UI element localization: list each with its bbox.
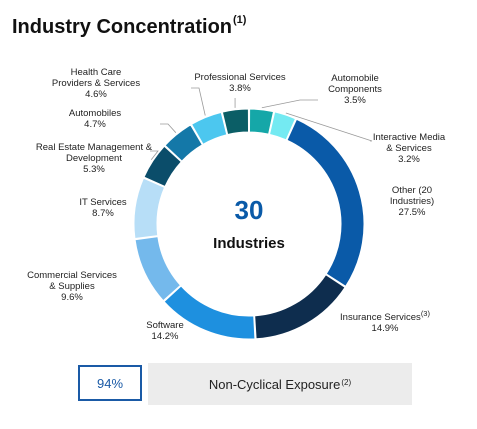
slice-health-care-providers-services	[190, 111, 228, 145]
slice-automobiles	[164, 124, 203, 162]
leader-automobile-components	[261, 99, 318, 109]
donut-slices	[133, 108, 365, 340]
slice-label-other-20-industries: Other (20 Industries) 27.5%	[390, 185, 434, 218]
exposure-footnote: (2)	[341, 377, 352, 387]
slice-interactive-media-services	[268, 111, 297, 141]
slice-label-professional-services: Professional Services 3.8%	[194, 72, 286, 94]
slice-software	[163, 285, 256, 340]
slice-label-insurance-services: Insurance Services(3) 14.9%	[340, 309, 430, 334]
leader-health-care-providers-services	[191, 87, 206, 116]
slice-insurance-services	[254, 273, 346, 340]
slice-professional-services	[221, 108, 250, 136]
slice-label-automobiles: Automobiles 4.7%	[69, 108, 122, 130]
slice-commercial-services-supplies	[134, 236, 182, 302]
slice-other-20-industries	[286, 118, 365, 288]
slice-it-services	[133, 177, 166, 240]
slice-label-automobile-components: Automobile Components 3.5%	[328, 73, 382, 106]
slice-automobile-components	[248, 108, 275, 135]
exposure-label-box: Non-Cyclical Exposure (2)	[148, 363, 412, 405]
exposure-percent: 94%	[78, 365, 142, 401]
chart-title-text: Industry Concentration	[12, 16, 233, 38]
center-number: 30	[235, 195, 264, 225]
slice-real-estate-management-development	[143, 145, 182, 188]
donut-chart: Automobile Components 3.5% Interactive Medi…	[27, 67, 446, 342]
leader-real-estate-management-development	[150, 150, 159, 161]
slice-label-real-estate-management-development: Real Estate Management & Development 5.3%	[36, 142, 153, 175]
title-footnote: (1)	[233, 14, 247, 26]
center-word: Industries	[213, 235, 285, 252]
chart-title: Industry Concentration(1)	[12, 14, 247, 39]
slice-label-commercial-services-supplies: Commercial Services & Supplies 9.6%	[27, 270, 117, 303]
slice-label-software: Software 14.2%	[146, 320, 184, 342]
exposure-bar: 94% Non-Cyclical Exposure (2)	[78, 363, 412, 405]
slice-label-it-services: IT Services 8.7%	[79, 197, 127, 219]
slice-labels: Automobile Components 3.5% Interactive Medi…	[27, 67, 446, 342]
slice-label-interactive-media-services: Interactive Media & Services 3.2%	[373, 132, 446, 165]
slice-label-health-care-providers-services: Health Care Providers & Services 4.6%	[52, 67, 140, 100]
leader-interactive-media-services	[285, 112, 373, 142]
leader-lines	[150, 87, 373, 161]
leader-automobiles	[160, 123, 177, 133]
exposure-label: Non-Cyclical Exposure	[208, 376, 341, 392]
